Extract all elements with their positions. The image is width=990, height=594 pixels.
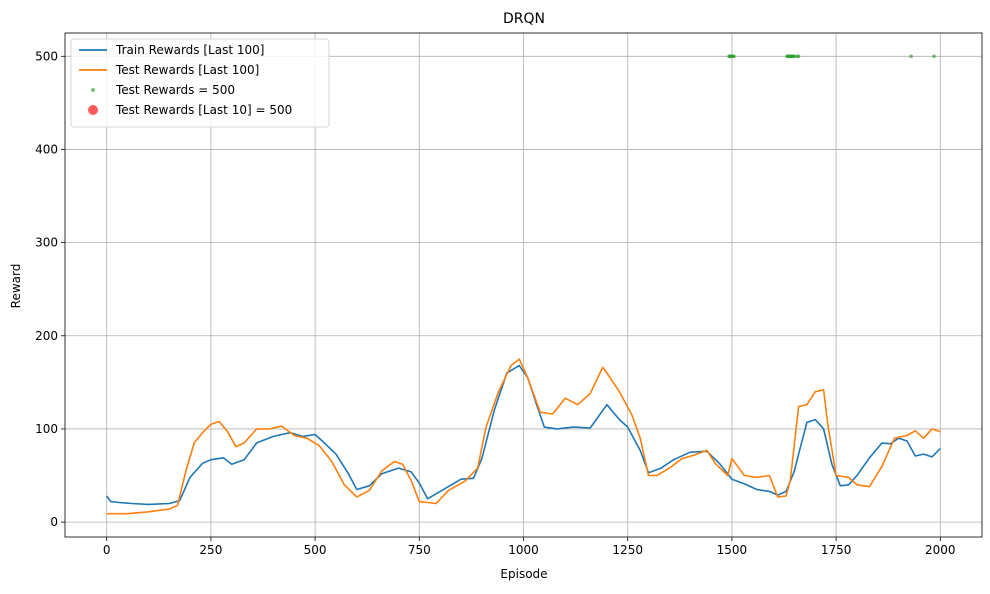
x-tick-label: 0 bbox=[103, 543, 111, 557]
legend-swatch-3 bbox=[88, 105, 98, 115]
x-tick-label: 2000 bbox=[925, 543, 956, 557]
chart-title: DRQN bbox=[503, 11, 545, 27]
series-line-1 bbox=[106, 358, 941, 515]
legend-label-3: Test Rewards [Last 10] = 500 bbox=[115, 103, 292, 117]
scatter-point-2 bbox=[732, 54, 736, 59]
y-tick-label: 200 bbox=[35, 329, 58, 343]
grid-lines bbox=[65, 33, 982, 537]
legend: Train Rewards [Last 100] Test Rewards [La… bbox=[70, 38, 330, 128]
legend-label-1: Test Rewards [Last 100] bbox=[115, 63, 259, 77]
scatter-point-2 bbox=[932, 54, 936, 59]
plot-series bbox=[106, 54, 941, 515]
y-tick-label: 500 bbox=[35, 49, 58, 63]
x-tick-label: 1250 bbox=[612, 543, 643, 557]
scatter-point-2 bbox=[796, 54, 801, 59]
y-tick-label: 400 bbox=[35, 142, 58, 156]
x-tick-label: 250 bbox=[199, 543, 222, 557]
x-axis: 0 250 500 750 1000 1250 1500 1750 2000 bbox=[103, 537, 956, 557]
scatter-point-2 bbox=[792, 54, 797, 59]
scatter-point-2 bbox=[909, 54, 913, 59]
x-tick-label: 1000 bbox=[508, 543, 539, 557]
y-axis: 0 100 200 300 400 500 bbox=[35, 49, 65, 529]
y-tick-label: 100 bbox=[35, 422, 58, 436]
legend-swatch-2 bbox=[91, 88, 95, 92]
x-tick-label: 1750 bbox=[821, 543, 852, 557]
series-line-0 bbox=[106, 364, 941, 506]
y-tick-label: 0 bbox=[50, 515, 58, 529]
legend-box bbox=[70, 38, 330, 128]
legend-label-2: Test Rewards = 500 bbox=[115, 83, 235, 97]
legend-label-0: Train Rewards [Last 100] bbox=[115, 43, 264, 57]
x-tick-label: 750 bbox=[408, 543, 431, 557]
y-axis-label: Reward bbox=[9, 264, 23, 309]
x-tick-label: 500 bbox=[304, 543, 327, 557]
x-axis-label: Episode bbox=[500, 567, 547, 581]
y-tick-label: 300 bbox=[35, 236, 58, 250]
x-tick-label: 1500 bbox=[717, 543, 748, 557]
